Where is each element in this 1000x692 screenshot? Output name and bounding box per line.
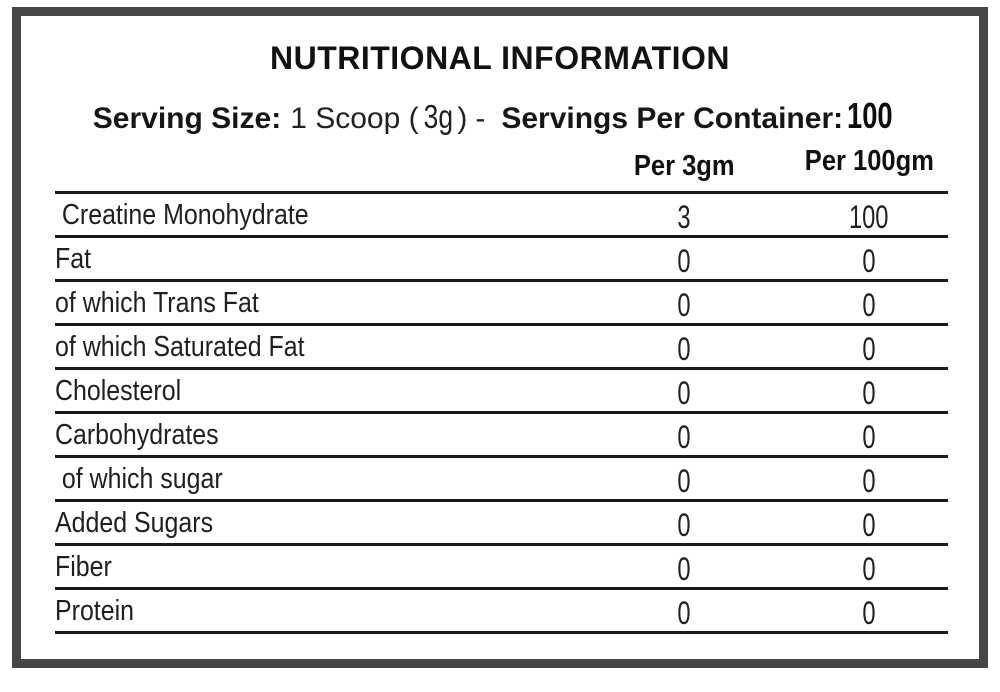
row-label-cell: of which Saturated Fat [55, 329, 599, 364]
table-row: Creatine Monohydrate 3 100 [55, 194, 948, 238]
row-label-cell: Added Sugars [55, 505, 599, 540]
table-column-headers: Per 3gm Per 100gm [55, 144, 948, 188]
row-value-per3gm-cell: 0 [599, 413, 769, 456]
row-value-per100gm-cell: 0 [790, 369, 948, 412]
row-label: Fiber [55, 551, 112, 583]
row-value-per3gm-cell: 0 [599, 501, 769, 544]
serving-size-grams: 3g [423, 98, 453, 135]
row-value-per100gm-cell: 0 [790, 237, 948, 280]
row-value-per100gm-cell: 0 [790, 501, 948, 544]
row-value-per3gm-cell: 0 [599, 589, 769, 632]
row-label: of which Trans Fat [55, 287, 259, 319]
row-value-per3gm-cell: 0 [599, 325, 769, 368]
column-header-per100gm-cell: Per 100gm [790, 145, 948, 188]
page-title: NUTRITIONAL INFORMATION [269, 40, 731, 76]
row-value-per100gm: 0 [862, 331, 876, 367]
row-value-per100gm-cell: 0 [790, 589, 948, 632]
row-label: Creatine Monohydrate [61, 199, 309, 231]
row-label-cell: Fat [55, 241, 599, 276]
row-value-per100gm-cell: 0 [790, 281, 948, 324]
table-row: of which Trans Fat 0 0 [55, 282, 948, 326]
row-value-per3gm-cell: 0 [599, 369, 769, 412]
row-label-cell: Fiber [55, 549, 599, 584]
row-value-per3gm: 0 [677, 243, 691, 279]
column-header-per100gm: Per 100gm [804, 145, 934, 177]
row-value-per100gm: 0 [862, 551, 876, 587]
row-value-per100gm: 0 [862, 595, 876, 631]
row-value-per100gm: 0 [862, 375, 876, 411]
row-value-per3gm: 0 [677, 331, 691, 367]
row-value-per3gm: 3 [677, 199, 691, 235]
row-label-cell: Cholesterol [55, 373, 599, 408]
row-value-per3gm: 0 [677, 551, 691, 587]
serving-size-close-paren: ) [457, 102, 468, 135]
label-frame: NUTRITIONAL INFORMATION Serving Size: 1 … [12, 7, 988, 668]
row-value-per3gm-cell: 0 [599, 545, 769, 588]
servings-per-container-label: Servings Per Container: [501, 102, 844, 135]
row-value-per3gm-cell: 0 [599, 281, 769, 324]
nutrition-table: Creatine Monohydrate 3 100 Fat 0 0 of wh… [55, 191, 948, 634]
row-label-cell: of which sugar [55, 461, 599, 496]
row-label: of which sugar [61, 463, 223, 495]
table-row: of which Saturated Fat 0 0 [55, 326, 948, 370]
table-row: Added Sugars 0 0 [55, 502, 948, 546]
row-value-per100gm: 0 [862, 463, 876, 499]
table-row: of which sugar 0 0 [55, 458, 948, 502]
row-value-per100gm: 100 [849, 199, 889, 235]
table-row: Carbohydrates 0 0 [55, 414, 948, 458]
row-value-per100gm: 0 [862, 287, 876, 323]
table-row: Protein 0 0 [55, 590, 948, 634]
serving-size-label: Serving Size: [92, 102, 282, 135]
row-value-per100gm-cell: 0 [790, 457, 948, 500]
row-label-cell: of which Trans Fat [55, 285, 599, 320]
row-value-per100gm: 0 [862, 243, 876, 279]
row-value-per100gm-cell: 0 [790, 413, 948, 456]
row-value-per100gm-cell: 0 [790, 325, 948, 368]
column-header-per3gm-cell: Per 3gm [599, 150, 769, 188]
row-value-per3gm: 0 [677, 419, 691, 455]
row-value-per3gm: 0 [677, 463, 691, 499]
row-value-per100gm-cell: 100 [790, 193, 948, 236]
row-value-per3gm-cell: 0 [599, 237, 769, 280]
servings-per-container-value: 100 [847, 95, 893, 136]
table-row: Fat 0 0 [55, 238, 948, 282]
row-value-per100gm-cell: 0 [790, 545, 948, 588]
row-value-per3gm-cell: 3 [599, 193, 769, 236]
row-value-per100gm: 0 [862, 507, 876, 543]
table-row: Fiber 0 0 [55, 546, 948, 590]
serving-separator: - [475, 102, 486, 135]
row-label-cell: Carbohydrates [55, 417, 599, 452]
row-value-per3gm: 0 [677, 375, 691, 411]
row-label: of which Saturated Fat [55, 331, 305, 363]
row-label: Protein [55, 595, 135, 627]
column-header-per3gm: Per 3gm [633, 150, 735, 182]
row-label: Cholesterol [55, 375, 182, 407]
row-label: Fat [55, 243, 92, 275]
row-label-cell: Protein [55, 593, 599, 628]
serving-size-value: 1 Scoop ( [290, 102, 419, 135]
table-row: Cholesterol 0 0 [55, 370, 948, 414]
row-value-per3gm: 0 [677, 287, 691, 323]
row-value-per3gm-cell: 0 [599, 457, 769, 500]
row-value-per100gm: 0 [862, 419, 876, 455]
row-value-per3gm: 0 [677, 507, 691, 543]
row-value-per3gm: 0 [677, 595, 691, 631]
row-label: Carbohydrates [55, 419, 219, 451]
row-label-cell: Creatine Monohydrate [55, 197, 599, 232]
serving-info-line: Serving Size: 1 Scoop ( 3g ) - Servings … [21, 95, 979, 137]
row-label: Added Sugars [55, 507, 214, 539]
